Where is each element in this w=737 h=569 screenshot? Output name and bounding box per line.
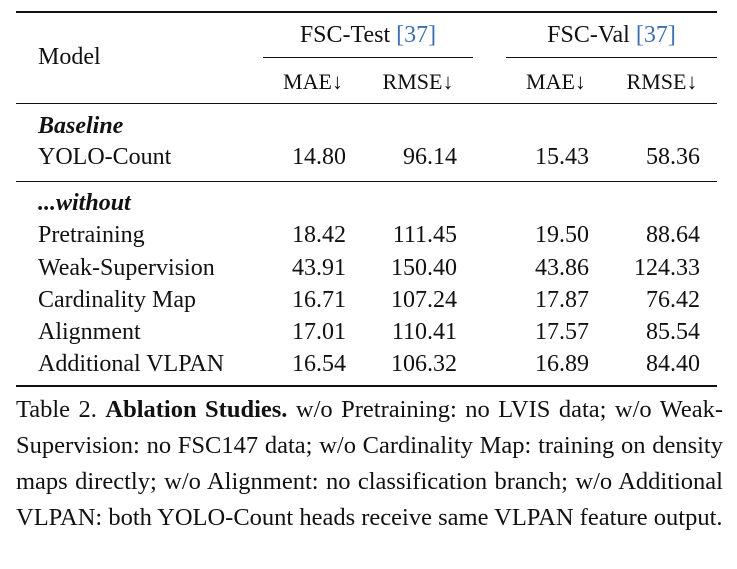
ablation-group-label: ...without (38, 190, 131, 216)
caption-label: Table 2. (16, 396, 97, 423)
fsc-test-group-rule (263, 57, 473, 58)
citation-link[interactable]: [37] (635, 22, 676, 48)
table-row-model: Cardinality Map (38, 287, 196, 313)
table-cell: 16.71 (292, 287, 346, 313)
table-caption: Table 2. Ablation Studies. w/o Pretraini… (16, 392, 723, 536)
table-cell: 96.14 (403, 144, 457, 170)
table-cell: 43.86 (535, 255, 589, 281)
baseline-group-label: Baseline (38, 113, 124, 139)
table-row-model: Pretraining (38, 222, 145, 248)
caption-text: w/o Pretraining: no LVIS data; w/o Weak-… (16, 396, 724, 531)
metric-header-test-mae: MAE↓ (283, 69, 343, 94)
table-cell: 84.40 (646, 351, 700, 377)
table-cell: 58.36 (646, 144, 700, 170)
table-bottom-rule (16, 385, 717, 387)
table-cell: 107.24 (391, 287, 457, 313)
table-cell: 88.64 (646, 222, 700, 248)
table-cell: 110.41 (391, 319, 457, 345)
table-row-model: Alignment (38, 319, 141, 345)
group-label: FSC-Val (547, 22, 630, 48)
table-top-rule (16, 11, 717, 13)
table-cell: 150.40 (391, 255, 457, 281)
table-cell: 17.01 (292, 319, 346, 345)
table-cell: 106.32 (391, 351, 457, 377)
table-cell: 76.42 (646, 287, 700, 313)
caption-title: Ablation Studies. (105, 396, 288, 423)
citation-link[interactable]: [37] (396, 22, 437, 48)
group-label: FSC-Test (299, 22, 391, 48)
table-cell: 43.91 (292, 255, 346, 281)
table-cell: 15.43 (535, 144, 589, 170)
table-row-model: YOLO-Count (38, 144, 172, 170)
table-cell: 85.54 (646, 319, 700, 345)
group-header-fsc-val: FSC-Val [37] (506, 21, 717, 49)
table-cell: 16.54 (292, 351, 346, 377)
model-column-header: Model (38, 44, 101, 70)
table-cell: 124.33 (634, 255, 700, 281)
baseline-bottom-rule (16, 181, 717, 182)
table-cell: 17.57 (535, 319, 589, 345)
table-cell: 111.45 (392, 222, 457, 248)
table-row-model: Additional VLPAN (38, 351, 225, 377)
table-cell: 19.50 (535, 222, 589, 248)
table-cell: 14.80 (292, 144, 346, 170)
group-header-fsc-test: FSC-Test [37] (263, 21, 473, 49)
table-row-model: Weak-Supervision (38, 255, 215, 281)
table-cell: 16.89 (535, 351, 589, 377)
metric-header-val-mae: MAE↓ (526, 69, 586, 94)
table-cell: 17.87 (535, 287, 589, 313)
fsc-val-group-rule (506, 57, 717, 58)
metric-header-test-rmse: RMSE↓ (382, 69, 454, 94)
header-bottom-rule (16, 103, 717, 104)
metric-header-val-rmse: RMSE↓ (626, 69, 698, 94)
table-cell: 18.42 (292, 222, 346, 248)
